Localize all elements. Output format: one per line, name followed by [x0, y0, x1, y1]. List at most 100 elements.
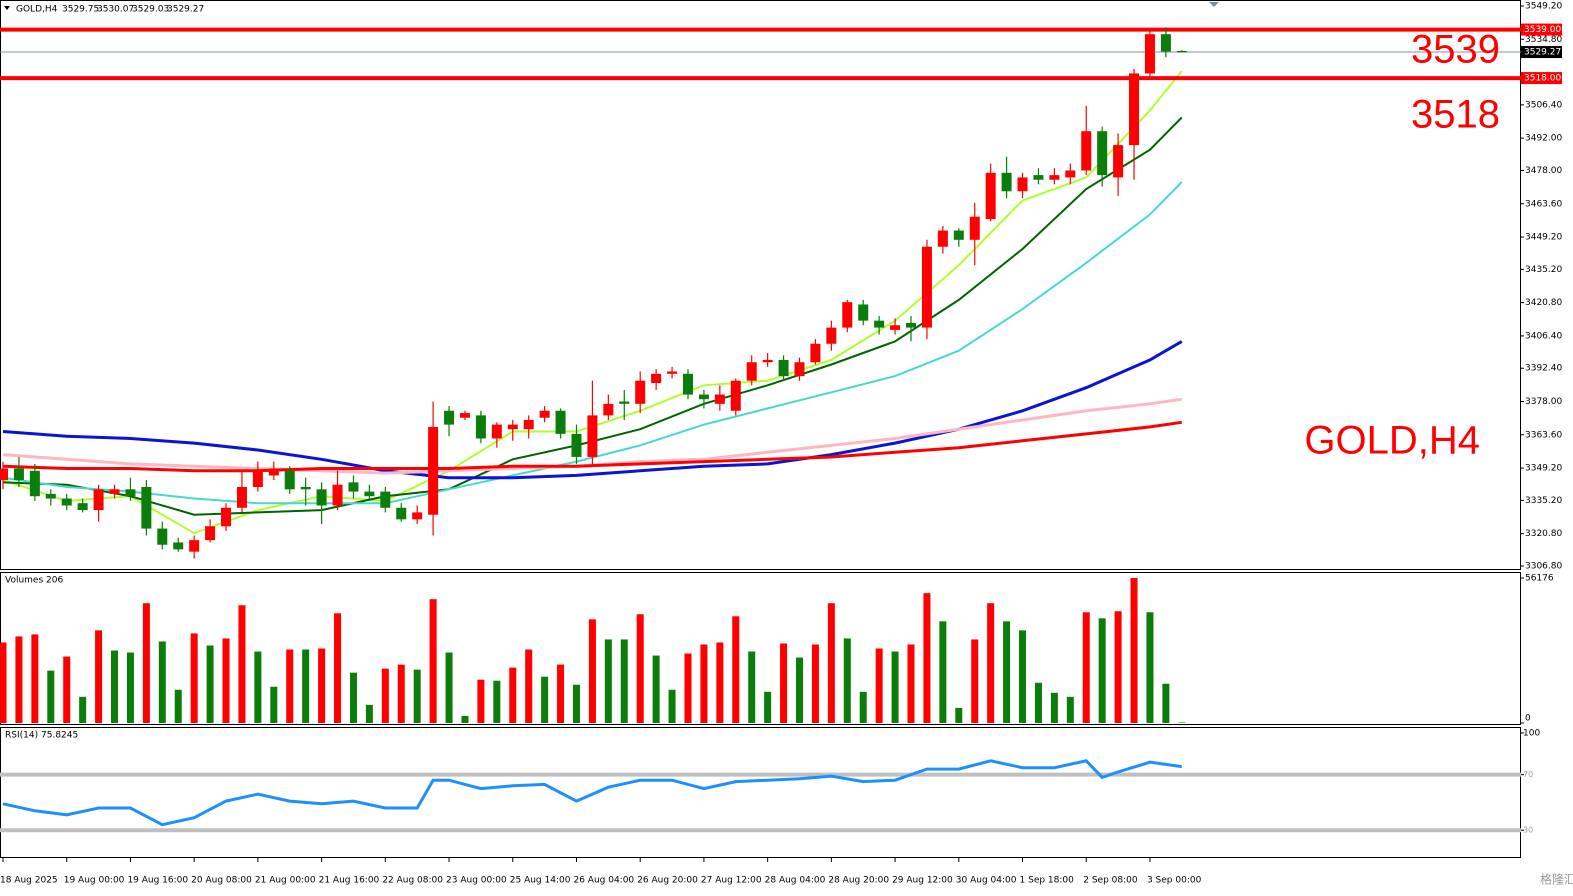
- volume-bar: [1003, 621, 1011, 723]
- menu-marker: [4, 6, 10, 10]
- volume-bar: [270, 686, 278, 723]
- candle-body: [93, 489, 104, 511]
- candle-body: [396, 507, 407, 520]
- header-low: 3529.03: [132, 5, 169, 15]
- candle-body: [475, 415, 486, 439]
- volume-bar: [254, 651, 262, 723]
- volume-bar: [493, 680, 501, 723]
- annotation: 3539: [1411, 28, 1500, 72]
- volume-bar: [31, 634, 39, 723]
- candle-body: [364, 491, 375, 497]
- symbol-title: GOLD,H4: [16, 5, 58, 15]
- x-tick-label: 23 Aug 00:00: [446, 876, 507, 886]
- candle-body: [1017, 177, 1028, 192]
- candle-body: [0, 468, 8, 481]
- volume-bar: [15, 636, 23, 723]
- volume-bar: [684, 653, 692, 723]
- candle-body: [380, 491, 391, 508]
- volume-bar: [525, 649, 533, 723]
- y-tick-label: 3449.20: [1525, 233, 1562, 243]
- x-tick-label: 29 Aug 12:00: [892, 876, 953, 886]
- volume-bar: [0, 642, 7, 723]
- candle-body: [236, 486, 247, 508]
- x-tick-label: 27 Aug 12:00: [701, 876, 762, 886]
- volume-bar: [158, 641, 166, 723]
- moving-average-line: [2, 181, 1183, 505]
- moving-average-line: [2, 340, 1183, 480]
- candle-body: [316, 489, 327, 506]
- volume-title: Volumes: [5, 576, 43, 586]
- candle-body: [1176, 50, 1187, 53]
- x-tick-label: 18 Aug 2025: [0, 876, 58, 886]
- candle-body: [157, 528, 168, 545]
- volume-bar: [79, 696, 87, 723]
- y-tick-label: 30: [1523, 826, 1533, 835]
- candle-body: [13, 468, 24, 481]
- volume-bar: [891, 651, 899, 723]
- candle-body: [428, 426, 439, 515]
- volume-bar: [923, 593, 931, 723]
- volume-bar: [1050, 692, 1058, 723]
- moving-average-line: [2, 420, 1183, 473]
- candle-body: [300, 486, 311, 490]
- candle-body: [667, 371, 678, 374]
- candle-body: [268, 468, 279, 476]
- y-tick-label: 3534.80: [1525, 35, 1562, 45]
- volume-bar: [716, 642, 724, 723]
- y-tick-label: 3420.80: [1525, 298, 1562, 308]
- y-tick-label: 3435.20: [1525, 265, 1562, 275]
- candle-body: [730, 380, 741, 411]
- x-tick-label: 19 Aug 00:00: [64, 876, 125, 886]
- candle-body: [173, 542, 184, 550]
- volume-bar: [1146, 612, 1154, 723]
- volume-bar: [796, 657, 803, 723]
- y-tick-label: 3335.20: [1525, 496, 1562, 506]
- candle-body: [77, 503, 88, 511]
- candle-body: [890, 325, 901, 330]
- candle-body: [444, 410, 455, 425]
- candle-body: [1129, 73, 1140, 146]
- candle-body: [874, 320, 885, 328]
- volume-bar: [286, 649, 294, 723]
- volume-bar: [47, 670, 55, 723]
- candle-body: [985, 172, 996, 220]
- volume-bar: [764, 691, 772, 723]
- volume-bar: [1034, 682, 1042, 723]
- volume-bar: [780, 643, 788, 723]
- candle-body: [555, 410, 566, 434]
- volume-bar: [652, 655, 660, 723]
- candle-body: [539, 410, 550, 418]
- candle-body: [507, 424, 518, 430]
- volume-bar: [302, 649, 310, 723]
- candle-body: [858, 304, 869, 321]
- y-tick-label: 70: [1523, 770, 1533, 779]
- candle-body: [810, 343, 821, 363]
- candle-body: [332, 484, 343, 506]
- bid-label: 3529.27: [1524, 48, 1561, 58]
- y-tick-label: 56176: [1525, 574, 1554, 584]
- y-tick-label: 3478.00: [1525, 166, 1562, 176]
- candle-body: [459, 413, 470, 418]
- header-open: 3529.75: [62, 5, 99, 15]
- volume-bar: [349, 672, 357, 723]
- candle-body: [252, 470, 263, 487]
- y-tick-label: 3549.20: [1525, 2, 1562, 12]
- volume-bar: [541, 676, 549, 723]
- x-tick-label: 28 Aug 20:00: [828, 876, 889, 886]
- candle-body: [1001, 172, 1012, 192]
- volume-bar: [142, 603, 150, 723]
- volume-bar: [477, 679, 485, 723]
- y-tick-label: 3378.00: [1525, 397, 1562, 407]
- volume-bar: [238, 605, 246, 723]
- candle-body: [746, 362, 757, 381]
- x-tick-label: 21 Aug 00:00: [255, 876, 316, 886]
- candle-body: [953, 230, 964, 240]
- volume-bar: [461, 715, 469, 723]
- volume-bar: [1178, 722, 1186, 723]
- volume-bar: [955, 707, 963, 723]
- candle-body: [1113, 145, 1124, 178]
- candle-body: [651, 373, 662, 384]
- candle-body: [794, 362, 805, 377]
- candle-body: [906, 322, 917, 328]
- y-tick-label: 3406.40: [1525, 331, 1562, 341]
